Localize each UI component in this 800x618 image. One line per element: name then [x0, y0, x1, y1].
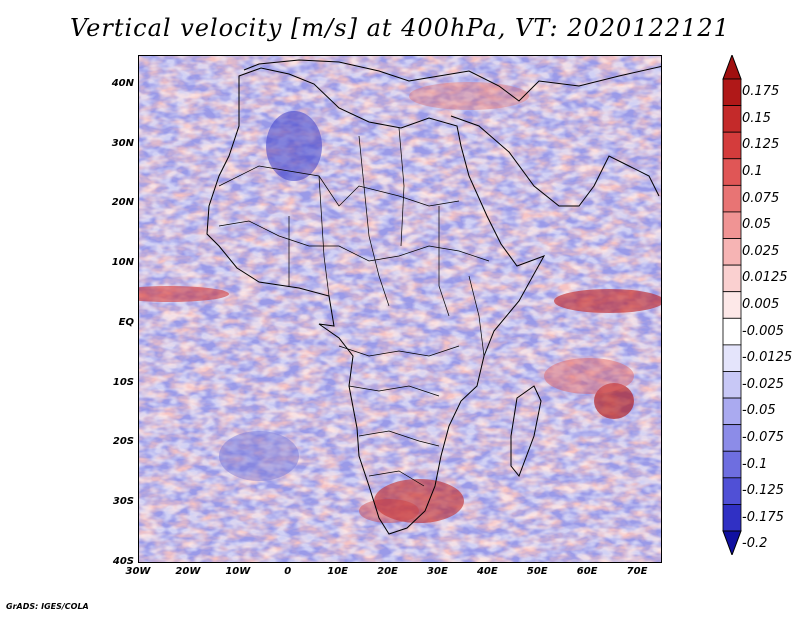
colorbar-swatch [722, 264, 742, 293]
lat-tick-label: 30N [111, 137, 134, 149]
colorbar-swatch [722, 317, 742, 346]
colorbar-swatch [722, 397, 742, 426]
colorbar-swatch [722, 450, 742, 479]
colorbar-bottom-arrow [722, 530, 742, 555]
lon-tick-label: 10E [327, 566, 348, 577]
colorbar-swatch [722, 344, 742, 372]
colorbar-level-label: 0.075 [742, 190, 780, 206]
colorbar-level-label: 0.025 [742, 243, 780, 259]
lon-tick-label: 40E [476, 566, 498, 577]
colorbar-swatch [722, 424, 742, 452]
colorbar-level-label: -0.0125 [742, 350, 793, 366]
colorbar-level-label: 0.125 [742, 137, 780, 153]
colorbar-level-label: -0.025 [742, 376, 784, 392]
colorbar-swatch [722, 477, 742, 505]
lon-tick-label: 0 [284, 566, 292, 577]
lon-tick-label: 30E [427, 566, 448, 577]
lat-tick-label: 40S [112, 556, 134, 567]
colorbar-level-label: -0.05 [742, 403, 776, 419]
colorbar-swatch [722, 291, 742, 319]
grads-credit: GrADS: IGES/COLA [6, 602, 89, 611]
lat-tick-label: 40N [111, 77, 134, 89]
colorbar-level-label: -0.2 [742, 536, 768, 552]
lon-tick-label: 60E [576, 566, 598, 577]
lat-tick-label: 30S [112, 496, 134, 508]
country-borders [218, 127, 490, 487]
lon-tick-label: 10W [225, 566, 251, 577]
colorbar-level-label: 0.0125 [742, 270, 788, 286]
lat-tick-label: 10N [111, 257, 134, 269]
lat-tick-label: 10S [112, 376, 134, 388]
colorbar-swatch [722, 78, 742, 106]
colorbar-level-label: 0.175 [742, 84, 780, 100]
lon-tick-label: 20E [377, 566, 398, 577]
lon-tick-label: 30W [125, 566, 151, 577]
colorbar-swatch [722, 371, 742, 399]
colorbar-level-label: -0.1 [742, 456, 768, 472]
colorbar-swatch [722, 211, 742, 239]
colorbar [722, 55, 742, 555]
colorbar-swatch [722, 131, 742, 160]
colorbar-level-label: 0.005 [742, 297, 780, 312]
lon-tick-label: 50E [526, 566, 548, 577]
colorbar-level-label: -0.175 [742, 509, 784, 525]
colorbar-top-arrow [722, 55, 742, 80]
colorbar-level-label: 0.05 [742, 217, 771, 233]
colorbar-level-label: -0.005 [742, 323, 784, 339]
velocity-map [139, 56, 661, 562]
lat-tick-label: EQ [118, 316, 134, 328]
plot-title: Vertical velocity [m/s] at 400hPa, VT: 2… [70, 14, 730, 42]
colorbar-swatch [722, 184, 742, 213]
lat-tick-label: 20S [112, 436, 134, 448]
velocity-features [139, 82, 661, 523]
colorbar-level-label: 0.1 [742, 164, 763, 180]
lon-tick-label: 70E [626, 566, 648, 577]
colorbar-swatch [722, 238, 742, 266]
colorbar-level-label: -0.125 [742, 483, 784, 499]
colorbar-level-label: 0.15 [742, 110, 771, 126]
colorbar-swatch [722, 158, 742, 186]
lat-tick-label: 20N [111, 197, 134, 209]
coastlines [206, 59, 661, 535]
colorbar-level-label: -0.075 [742, 429, 784, 445]
colorbar-swatch [722, 504, 742, 532]
map-panel [138, 55, 662, 563]
lon-tick-label: 20W [175, 566, 201, 577]
colorbar-swatch [722, 105, 742, 133]
